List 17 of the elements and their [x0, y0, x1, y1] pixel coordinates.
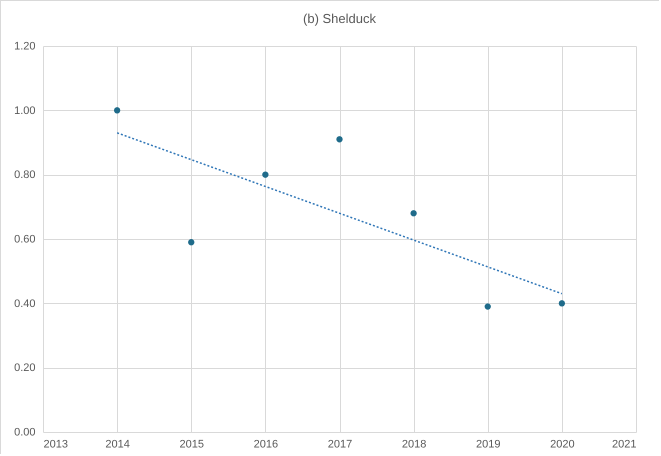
x-tick-label: 2019 — [476, 438, 500, 450]
y-tick-label: 0.80 — [14, 169, 36, 182]
x-tick-label: 2013 — [44, 438, 68, 450]
x-tick-label: 2014 — [105, 438, 130, 450]
y-tick-label: 0.00 — [14, 426, 36, 438]
y-tick-label: 1.20 — [14, 40, 36, 52]
x-tick-label: 2015 — [180, 438, 204, 450]
y-tick-label: 1.00 — [14, 104, 36, 117]
y-tick-label: 0.20 — [14, 362, 36, 374]
x-tick-label: 2020 — [550, 438, 575, 450]
x-tick-label: 2018 — [402, 438, 426, 450]
x-tick-label: 2017 — [328, 438, 352, 450]
x-tick-label: 2021 — [612, 438, 636, 450]
y-tick-label: 0.60 — [14, 234, 36, 246]
x-tick-label: 2016 — [254, 438, 278, 450]
chart-title: (b) Shelduck — [303, 11, 376, 26]
y-tick-label: 0.40 — [14, 298, 36, 310]
